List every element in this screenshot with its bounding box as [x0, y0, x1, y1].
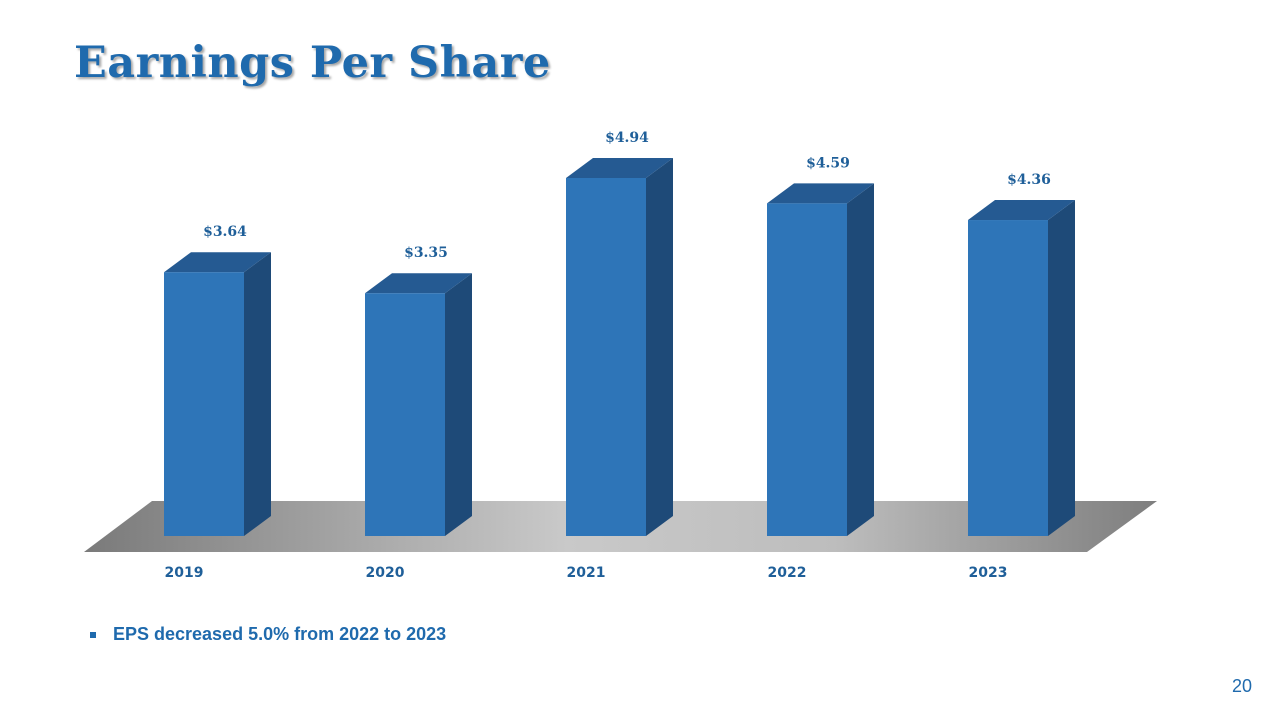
bar-front-2023: [968, 220, 1048, 536]
bar-top-2019: [164, 252, 271, 273]
tick-label-2021: 2021: [567, 565, 606, 581]
bars-layer: [164, 158, 1075, 537]
bar-side-2023: [1048, 200, 1075, 536]
bar-front-2022: [767, 203, 847, 536]
bullet-square-icon: [90, 632, 96, 638]
tick-label-2022: 2022: [768, 565, 807, 581]
bar-top-2020: [365, 273, 472, 294]
bar-front-2020: [365, 293, 445, 536]
bar-side-2022: [847, 183, 874, 536]
bar-side-2020: [445, 273, 472, 536]
bar-2021: [566, 158, 673, 536]
page-number: 20: [1231, 676, 1252, 696]
bullet-text: EPS decreased 5.0% from 2022 to 2023: [113, 624, 447, 644]
bar-side-2021: [646, 158, 673, 536]
ticks-layer: 2019 2020 2021 2022 2023: [165, 565, 1008, 581]
tick-label-2023: 2023: [969, 565, 1008, 581]
bar-2022: [767, 183, 874, 536]
data-label-2020: $3.35: [404, 245, 448, 261]
bar-2020: [365, 273, 472, 536]
slide-title: Earnings Per Share: [74, 38, 551, 88]
bar-2019: [164, 252, 271, 537]
bar-front-2019: [164, 272, 244, 536]
bullet-item: EPS decreased 5.0% from 2022 to 2023: [90, 624, 446, 645]
bar-top-2021: [566, 158, 673, 178]
labels-layer: $3.64 $3.35 $4.94 $4.59 $4.36: [203, 130, 1051, 261]
tick-label-2020: 2020: [366, 565, 405, 581]
bar-2023: [968, 200, 1075, 536]
data-label-2023: $4.36: [1007, 172, 1051, 188]
bar-top-2023: [968, 200, 1075, 221]
data-label-2021: $4.94: [605, 130, 649, 146]
bar-side-2019: [244, 252, 271, 537]
bar-top-2022: [767, 183, 874, 204]
data-label-2022: $4.59: [806, 155, 850, 171]
bar-front-2021: [566, 178, 646, 536]
data-label-2019: $3.64: [203, 224, 247, 240]
tick-label-2019: 2019: [165, 565, 204, 581]
